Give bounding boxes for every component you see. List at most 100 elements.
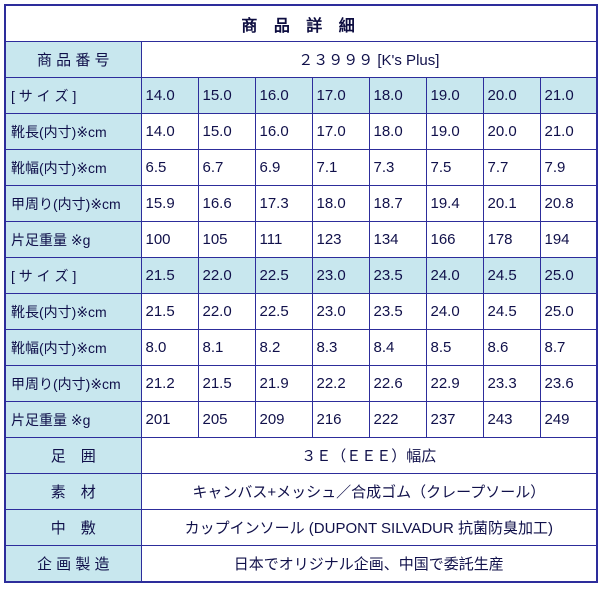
size-value-cell: 21.9 (254, 365, 313, 402)
size-value-cell: 249 (539, 401, 598, 438)
row-label: 片足重量 ※g (4, 401, 142, 438)
size-value-cell: 21.0 (539, 113, 598, 150)
row-label: 片足重量 ※g (4, 221, 142, 258)
size-value-cell: 19.4 (425, 185, 484, 222)
size-value-cell: 100 (140, 221, 199, 258)
row-label: [ サ イ ズ ] (4, 257, 142, 294)
size-value-cell: 23.5 (368, 257, 427, 294)
size-value-cell: 15.0 (197, 77, 256, 114)
size-value-cell: 8.2 (254, 329, 313, 366)
table-row: 靴長(内寸)※cm 21.5 22.0 22.5 23.0 23.5 24.0 24.5 25.… (4, 293, 598, 330)
size-value-cell: 123 (311, 221, 370, 258)
table-row: [ サ イ ズ ] 21.5 22.0 22.5 23.0 23.5 24.0 24.5 25.… (4, 257, 598, 294)
size-value-cell: 22.9 (425, 365, 484, 402)
size-value-cell: 20.0 (482, 113, 541, 150)
size-value-cell: 23.6 (539, 365, 598, 402)
row-label: 靴長(内寸)※cm (4, 293, 142, 330)
size-value-cell: 19.0 (425, 113, 484, 150)
size-value-cell: 178 (482, 221, 541, 258)
size-value-cell: 134 (368, 221, 427, 258)
row-label: 素 材 (4, 473, 142, 510)
row-value: ２３９９９ [K's Plus] (140, 41, 598, 78)
size-value-cell: 24.0 (425, 293, 484, 330)
size-value-cell: 14.0 (140, 113, 199, 150)
size-value-cell: 6.7 (197, 149, 256, 186)
size-value-cell: 6.9 (254, 149, 313, 186)
size-value-cell: 7.5 (425, 149, 484, 186)
row-label: 甲周り(内寸)※cm (4, 365, 142, 402)
size-value-cell: 8.6 (482, 329, 541, 366)
size-value-cell: 8.0 (140, 329, 199, 366)
size-value-cell: 166 (425, 221, 484, 258)
table-row: 足 囲 ３Ｅ（ＥＥＥ）幅広 (4, 437, 598, 474)
table-title: 商 品 詳 細 (4, 4, 598, 42)
size-value-cell: 18.7 (368, 185, 427, 222)
size-value-cell: 21.5 (140, 293, 199, 330)
row-label: 甲周り(内寸)※cm (4, 185, 142, 222)
size-value-cell: 209 (254, 401, 313, 438)
size-value-cell: 22.0 (197, 257, 256, 294)
size-value-cell: 205 (197, 401, 256, 438)
size-value-cell: 21.5 (140, 257, 199, 294)
size-value-cell: 7.7 (482, 149, 541, 186)
size-value-cell: 15.0 (197, 113, 256, 150)
size-value-cell: 194 (539, 221, 598, 258)
size-value-cell: 20.0 (482, 77, 541, 114)
size-value-cell: 25.0 (539, 257, 598, 294)
size-value-cell: 8.4 (368, 329, 427, 366)
size-value-cell: 222 (368, 401, 427, 438)
size-value-cell: 8.5 (425, 329, 484, 366)
size-value-cell: 23.0 (311, 293, 370, 330)
row-label: [ サ イ ズ ] (4, 77, 142, 114)
row-label: 靴幅(内寸)※cm (4, 329, 142, 366)
size-value-cell: 8.3 (311, 329, 370, 366)
table-row: 中 敷カップインソール (DUPONT SILVADUR 抗菌防臭加工) (4, 509, 598, 546)
size-value-cell: 21.0 (539, 77, 598, 114)
size-value-cell: 22.5 (254, 257, 313, 294)
row-value: ３Ｅ（ＥＥＥ）幅広 (140, 437, 598, 474)
size-value-cell: 23.5 (368, 293, 427, 330)
size-value-cell: 7.1 (311, 149, 370, 186)
table-row: 企 画 製 造日本でオリジナル企画、中国で委託生産 (4, 545, 598, 583)
size-value-cell: 20.1 (482, 185, 541, 222)
size-value-cell: 17.0 (311, 77, 370, 114)
size-value-cell: 18.0 (368, 77, 427, 114)
table-row: 商 品 番 号 ２３９９９ [K's Plus] (4, 41, 598, 78)
size-value-cell: 216 (311, 401, 370, 438)
row-label: 靴幅(内寸)※cm (4, 149, 142, 186)
size-value-cell: 16.0 (254, 77, 313, 114)
row-value: 日本でオリジナル企画、中国で委託生産 (140, 545, 598, 583)
table-row: 片足重量 ※g 201 205 209 216 222 237 243 249 (4, 401, 598, 438)
product-detail-section: 商 品 詳 細商 品 番 号 ２３９９９ [K's Plus][ サ イ ズ ] 1… (4, 4, 599, 583)
size-value-cell: 22.6 (368, 365, 427, 402)
table-row: 靴長(内寸)※cm 14.0 15.0 16.0 17.0 18.0 19.0 20.0 21.… (4, 113, 598, 150)
row-value: カップインソール (DUPONT SILVADUR 抗菌防臭加工) (140, 509, 598, 546)
table-row: 靴幅(内寸)※cm 6.5 6.7 6.9 7.1 7.3 7.5 7.7 7.9 (4, 149, 598, 186)
size-value-cell: 15.9 (140, 185, 199, 222)
size-value-cell: 24.0 (425, 257, 484, 294)
size-value-cell: 24.5 (482, 257, 541, 294)
size-value-cell: 16.6 (197, 185, 256, 222)
size-value-cell: 105 (197, 221, 256, 258)
row-label: 中 敷 (4, 509, 142, 546)
size-value-cell: 20.8 (539, 185, 598, 222)
size-value-cell: 18.0 (368, 113, 427, 150)
size-value-cell: 22.2 (311, 365, 370, 402)
size-value-cell: 7.9 (539, 149, 598, 186)
size-value-cell: 22.0 (197, 293, 256, 330)
table-row: 甲周り(内寸)※cm 15.9 16.6 17.3 18.0 18.7 19.4 20.1 20… (4, 185, 598, 222)
product-detail-table: 商 品 詳 細商 品 番 号 ２３９９９ [K's Plus][ サ イ ズ ] 1… (4, 4, 599, 583)
size-value-cell: 7.3 (368, 149, 427, 186)
size-value-cell: 16.0 (254, 113, 313, 150)
size-value-cell: 21.5 (197, 365, 256, 402)
row-label: 商 品 番 号 (4, 41, 142, 78)
table-row: 靴幅(内寸)※cm 8.0 8.1 8.2 8.3 8.4 8.5 8.6 8.7 (4, 329, 598, 366)
table-row: [ サ イ ズ ] 14.0 15.0 16.0 17.0 18.0 19.0 20.0 21.… (4, 77, 598, 114)
size-value-cell: 23.0 (311, 257, 370, 294)
size-value-cell: 237 (425, 401, 484, 438)
size-value-cell: 22.5 (254, 293, 313, 330)
size-value-cell: 8.7 (539, 329, 598, 366)
row-label: 足 囲 (4, 437, 142, 474)
table-row: 甲周り(内寸)※cm 21.2 21.5 21.9 22.2 22.6 22.9 23.3 23… (4, 365, 598, 402)
size-value-cell: 21.2 (140, 365, 199, 402)
